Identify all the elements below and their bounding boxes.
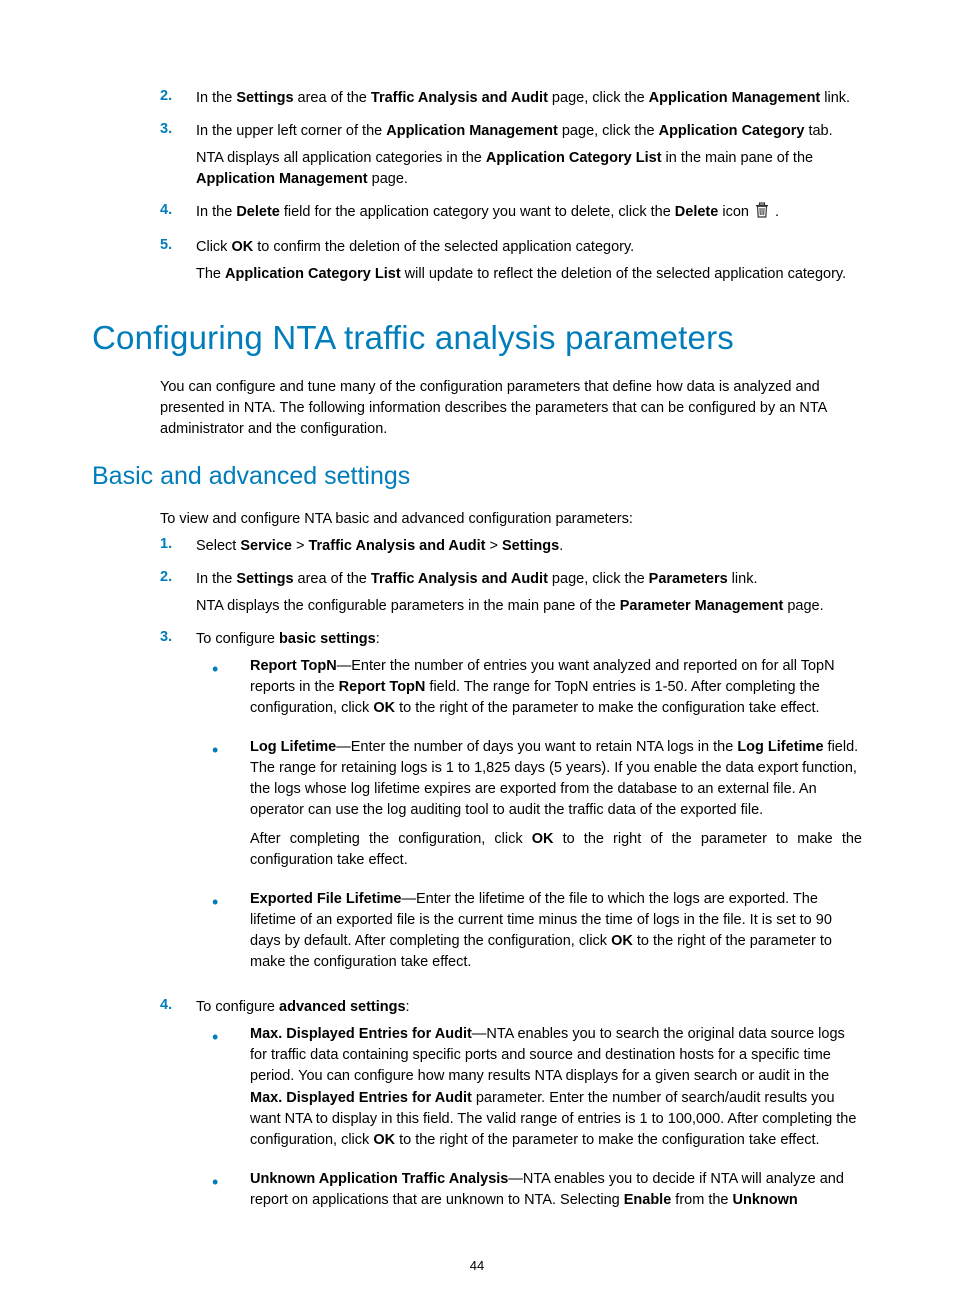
step-text: NTA displays the configurable parameters… [196,596,862,617]
heading-configuring-nta: Configuring NTA traffic analysis paramet… [92,319,862,357]
bullet-body: Log Lifetime—Enter the number of days yo… [250,737,862,879]
step-text: In the upper left corner of the Applicat… [196,121,862,142]
bullet-text: After completing the configuration, clic… [250,829,862,871]
step-body: In the upper left corner of the Applicat… [196,121,862,196]
step-text: To configure basic settings: [196,629,862,650]
step-body: In the Delete field for the application … [196,202,862,231]
step-body: Click OK to confirm the deletion of the … [196,237,862,291]
bullet-text: Max. Displayed Entries for Audit—NTA ena… [250,1024,862,1150]
list-item: 4.To configure advanced settings: •Max. D… [92,997,862,1228]
bullet-text: Report TopN—Enter the number of entries … [250,656,862,719]
step-number: 4. [92,202,196,231]
bullet-item: •Log Lifetime—Enter the number of days y… [196,737,862,879]
list-item: 2.In the Settings area of the Traffic An… [92,569,862,623]
step-body: To configure basic settings:•Report TopN… [196,629,862,991]
step-number: 4. [92,997,196,1228]
step-body: In the Settings area of the Traffic Anal… [196,88,862,115]
delete-icon [755,202,769,225]
step-text: NTA displays all application categories … [196,148,862,190]
list-item: 5.Click OK to confirm the deletion of th… [92,237,862,291]
bullet-list: •Max. Displayed Entries for Audit—NTA en… [196,1024,862,1218]
bullet-item: •Unknown Application Traffic Analysis—NT… [196,1169,862,1219]
bullet-text: Exported File Lifetime—Enter the lifetim… [250,889,862,973]
step-text: To configure advanced settings: [196,997,862,1018]
step-text: In the Settings area of the Traffic Anal… [196,569,862,590]
list-item: 4.In the Delete field for the applicatio… [92,202,862,231]
bullet-marker: • [196,656,250,727]
list-item: 1.Select Service > Traffic Analysis and … [92,536,862,563]
step-number: 2. [92,88,196,115]
bullet-body: Unknown Application Traffic Analysis—NTA… [250,1169,862,1219]
bullet-text: Log Lifetime—Enter the number of days yo… [250,737,862,821]
main-steps-list: 1.Select Service > Traffic Analysis and … [92,536,862,1228]
bullet-body: Max. Displayed Entries for Audit—NTA ena… [250,1024,862,1158]
bullet-body: Report TopN—Enter the number of entries … [250,656,862,727]
bullet-item: •Report TopN—Enter the number of entries… [196,656,862,727]
step-number: 3. [92,121,196,196]
bullet-marker: • [196,737,250,879]
bullet-list: •Report TopN—Enter the number of entries… [196,656,862,981]
step-number: 2. [92,569,196,623]
step-text: In the Delete field for the application … [196,202,862,225]
step-text: In the Settings area of the Traffic Anal… [196,88,862,109]
list-item: 3.To configure basic settings:•Report To… [92,629,862,991]
step-body: In the Settings area of the Traffic Anal… [196,569,862,623]
step-body: To configure advanced settings: •Max. Dis… [196,997,862,1228]
bullet-marker: • [196,889,250,981]
step-number: 1. [92,536,196,563]
page-number: 44 [0,1258,954,1273]
bullet-item: •Max. Displayed Entries for Audit—NTA en… [196,1024,862,1158]
bullet-body: Exported File Lifetime—Enter the lifetim… [250,889,862,981]
step-text: Select Service > Traffic Analysis and Au… [196,536,862,557]
bullet-item: •Exported File Lifetime—Enter the lifeti… [196,889,862,981]
step-text: Click OK to confirm the deletion of the … [196,237,862,258]
document-page: 2.In the Settings area of the Traffic An… [0,0,954,1297]
step-body: Select Service > Traffic Analysis and Au… [196,536,862,563]
bullet-marker: • [196,1024,250,1158]
top-steps-list: 2.In the Settings area of the Traffic An… [92,88,862,291]
lead-paragraph: To view and configure NTA basic and adva… [92,509,862,530]
bullet-text: Unknown Application Traffic Analysis—NTA… [250,1169,862,1211]
list-item: 2.In the Settings area of the Traffic An… [92,88,862,115]
step-number: 3. [92,629,196,991]
heading-basic-advanced: Basic and advanced settings [92,462,862,491]
list-item: 3.In the upper left corner of the Applic… [92,121,862,196]
intro-paragraph: You can configure and tune many of the c… [92,377,862,440]
step-number: 5. [92,237,196,291]
step-text: The Application Category List will updat… [196,264,862,285]
bullet-marker: • [196,1169,250,1219]
